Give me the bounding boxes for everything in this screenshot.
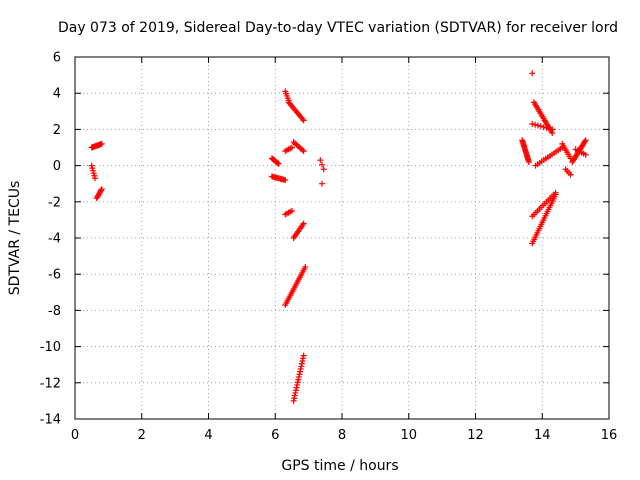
grid-lines xyxy=(75,57,609,419)
y-tick-label: -12 xyxy=(40,376,61,391)
x-tick-label: 2 xyxy=(138,428,146,443)
y-tick-label: -14 xyxy=(40,413,61,428)
y-axis-label: SDTVAR / TECUs xyxy=(7,181,23,296)
x-tick-label: 10 xyxy=(400,428,417,443)
data-point xyxy=(300,148,307,155)
data-point xyxy=(318,180,325,187)
data-point xyxy=(299,115,306,122)
data-point xyxy=(97,187,104,194)
y-tick-label: -6 xyxy=(48,268,61,283)
data-point xyxy=(537,123,544,130)
x-tick-label: 12 xyxy=(467,428,484,443)
x-tick-label: 4 xyxy=(204,428,212,443)
data-point xyxy=(529,70,536,77)
x-tick-label: 0 xyxy=(71,428,79,443)
data-point xyxy=(318,161,325,168)
data-point xyxy=(582,137,589,144)
y-tick-label: 6 xyxy=(53,51,61,66)
data-point xyxy=(552,191,559,198)
x-tick-label: 6 xyxy=(271,428,279,443)
chart-title: Day 073 of 2019, Sidereal Day-to-day VTE… xyxy=(58,20,618,36)
data-point xyxy=(302,263,309,270)
data-point xyxy=(581,138,588,145)
data-point xyxy=(582,151,589,158)
y-tick-label: -2 xyxy=(48,195,61,210)
data-point xyxy=(98,140,105,147)
y-tick-label: 2 xyxy=(53,123,61,138)
y-tick-label: 4 xyxy=(53,87,61,102)
data-point xyxy=(549,126,556,133)
data-point xyxy=(320,166,327,173)
y-tick-label: -10 xyxy=(40,340,61,355)
data-point xyxy=(98,186,105,193)
data-point xyxy=(300,352,307,359)
data-point xyxy=(532,121,539,128)
data-point xyxy=(546,125,553,132)
data-point xyxy=(300,117,307,124)
data-point xyxy=(534,122,541,129)
x-tick-label: 14 xyxy=(534,428,551,443)
data-point xyxy=(288,144,295,151)
x-tick-label: 16 xyxy=(601,428,618,443)
data-point xyxy=(282,177,289,184)
x-axis-label: GPS time / hours xyxy=(281,458,398,474)
data-point xyxy=(274,160,281,167)
axis-ticks: 0 2 4 6 8 10 12 14 16 -14 -12 -10 -8 -6 -4 -2 0 2 4 6 xyxy=(40,51,618,444)
data-point xyxy=(540,124,547,131)
y-tick-label: 0 xyxy=(53,159,61,174)
data-point xyxy=(525,158,532,165)
data-point xyxy=(543,124,550,131)
y-tick-label: -8 xyxy=(48,304,61,319)
y-tick-label: -4 xyxy=(48,232,61,247)
data-point xyxy=(567,171,574,178)
data-point xyxy=(275,160,282,167)
data-point xyxy=(300,220,307,227)
data-point xyxy=(288,207,295,214)
x-tick-label: 8 xyxy=(338,428,346,443)
data-point xyxy=(529,120,536,127)
data-point xyxy=(317,157,324,164)
data-point xyxy=(92,175,99,182)
data-points xyxy=(88,70,589,404)
